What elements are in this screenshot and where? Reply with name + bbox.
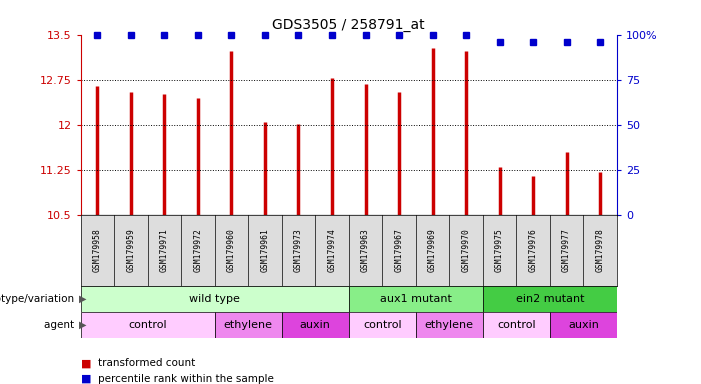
Bar (416, 312, 483, 338)
Text: auxin: auxin (300, 320, 331, 330)
Text: control: control (128, 320, 167, 330)
Text: ▶: ▶ (79, 294, 87, 304)
Text: GSM179959: GSM179959 (126, 228, 135, 273)
Text: agent: agent (43, 320, 77, 330)
Text: control: control (497, 320, 536, 330)
Text: percentile rank within the sample: percentile rank within the sample (98, 374, 274, 384)
Text: GSM179975: GSM179975 (495, 228, 504, 273)
Bar (483, 312, 550, 338)
Text: ethylene: ethylene (425, 320, 474, 330)
Bar (81, 312, 215, 338)
Bar (81, 286, 349, 312)
Text: ■: ■ (81, 374, 91, 384)
Text: GSM179963: GSM179963 (361, 228, 370, 273)
Text: GSM179960: GSM179960 (227, 228, 236, 273)
Bar (349, 312, 416, 338)
Bar (550, 312, 617, 338)
Title: GDS3505 / 258791_at: GDS3505 / 258791_at (273, 18, 425, 32)
Text: ethylene: ethylene (224, 320, 273, 330)
Text: transformed count: transformed count (98, 358, 196, 368)
Bar (282, 312, 349, 338)
Text: GSM179977: GSM179977 (562, 228, 571, 273)
Bar (215, 312, 282, 338)
Text: GSM179976: GSM179976 (529, 228, 538, 273)
Text: wild type: wild type (189, 294, 240, 304)
Text: GSM179961: GSM179961 (261, 228, 269, 273)
Bar (483, 286, 617, 312)
Text: control: control (363, 320, 402, 330)
Text: genotype/variation: genotype/variation (0, 294, 77, 304)
Text: GSM179974: GSM179974 (327, 228, 336, 273)
Text: GSM179971: GSM179971 (160, 228, 169, 273)
Text: GSM179969: GSM179969 (428, 228, 437, 273)
Text: GSM179967: GSM179967 (395, 228, 404, 273)
Text: ▶: ▶ (79, 320, 87, 330)
Bar (349, 286, 483, 312)
Text: auxin: auxin (568, 320, 599, 330)
Text: ■: ■ (81, 358, 91, 368)
Text: GSM179973: GSM179973 (294, 228, 303, 273)
Text: GSM179970: GSM179970 (461, 228, 470, 273)
Text: ein2 mutant: ein2 mutant (516, 294, 584, 304)
Text: aux1 mutant: aux1 mutant (380, 294, 451, 304)
Text: GSM179978: GSM179978 (596, 228, 605, 273)
Text: GSM179972: GSM179972 (193, 228, 203, 273)
Text: GSM179958: GSM179958 (93, 228, 102, 273)
